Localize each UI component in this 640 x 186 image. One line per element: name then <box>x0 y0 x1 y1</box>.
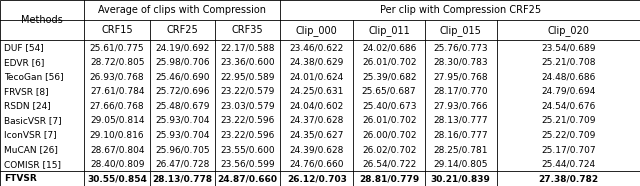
Text: 24.37/0.628: 24.37/0.628 <box>290 116 344 125</box>
Text: 24.01/0.624: 24.01/0.624 <box>290 72 344 81</box>
Text: MuCAN [26]: MuCAN [26] <box>4 145 58 154</box>
Text: 23.22/0.596: 23.22/0.596 <box>221 116 275 125</box>
Text: COMISR [15]: COMISR [15] <box>4 160 61 169</box>
Text: 25.39/0.682: 25.39/0.682 <box>362 72 417 81</box>
Text: 24.02/0.686: 24.02/0.686 <box>362 43 416 52</box>
Text: EDVR [6]: EDVR [6] <box>4 58 44 67</box>
Text: 23.56/0.599: 23.56/0.599 <box>220 160 275 169</box>
Text: 24.38/0.629: 24.38/0.629 <box>290 58 344 67</box>
Text: 23.55/0.600: 23.55/0.600 <box>220 145 275 154</box>
Text: BasicVSR [7]: BasicVSR [7] <box>4 116 61 125</box>
Text: 28.67/0.804: 28.67/0.804 <box>90 145 145 154</box>
Text: 23.03/0.579: 23.03/0.579 <box>220 101 275 110</box>
Text: 24.04/0.602: 24.04/0.602 <box>290 101 344 110</box>
Text: 29.05/0.814: 29.05/0.814 <box>90 116 145 125</box>
Text: 29.10/0.816: 29.10/0.816 <box>90 131 145 140</box>
Text: IconVSR [7]: IconVSR [7] <box>4 131 56 140</box>
Text: Clip_020: Clip_020 <box>547 25 589 36</box>
Text: Per clip with Compression CRF25: Per clip with Compression CRF25 <box>380 5 541 15</box>
Text: 23.54/0.689: 23.54/0.689 <box>541 43 596 52</box>
Text: 25.72/0.696: 25.72/0.696 <box>155 87 210 96</box>
Text: 23.22/0.579: 23.22/0.579 <box>221 87 275 96</box>
Text: DUF [54]: DUF [54] <box>4 43 44 52</box>
Text: TecoGan [56]: TecoGan [56] <box>4 72 63 81</box>
Text: 28.25/0.781: 28.25/0.781 <box>433 145 488 154</box>
Text: 25.93/0.704: 25.93/0.704 <box>155 131 210 140</box>
Text: 25.61/0.775: 25.61/0.775 <box>90 43 145 52</box>
Text: 28.17/0.770: 28.17/0.770 <box>433 87 488 96</box>
Text: 24.35/0.627: 24.35/0.627 <box>290 131 344 140</box>
Text: 25.93/0.704: 25.93/0.704 <box>155 116 210 125</box>
Text: 28.16/0.777: 28.16/0.777 <box>433 131 488 140</box>
Text: 23.22/0.596: 23.22/0.596 <box>221 131 275 140</box>
Text: 27.61/0.784: 27.61/0.784 <box>90 87 145 96</box>
Text: CRF25: CRF25 <box>166 25 198 35</box>
Text: FRVSR [8]: FRVSR [8] <box>4 87 49 96</box>
Text: 25.76/0.773: 25.76/0.773 <box>433 43 488 52</box>
Text: 24.79/0.694: 24.79/0.694 <box>541 87 595 96</box>
Text: 30.21/0.839: 30.21/0.839 <box>431 174 491 183</box>
Text: 27.38/0.782: 27.38/0.782 <box>538 174 598 183</box>
Text: 25.40/0.673: 25.40/0.673 <box>362 101 417 110</box>
Text: 26.12/0.703: 26.12/0.703 <box>287 174 347 183</box>
Text: 25.21/0.708: 25.21/0.708 <box>541 58 596 67</box>
Text: 30.55/0.854: 30.55/0.854 <box>87 174 147 183</box>
Text: 24.19/0.692: 24.19/0.692 <box>156 43 209 52</box>
Text: 24.48/0.686: 24.48/0.686 <box>541 72 595 81</box>
Text: 27.66/0.768: 27.66/0.768 <box>90 101 145 110</box>
Text: 22.95/0.589: 22.95/0.589 <box>220 72 275 81</box>
Text: 24.54/0.676: 24.54/0.676 <box>541 101 595 110</box>
Text: 25.98/0.706: 25.98/0.706 <box>155 58 210 67</box>
Text: RSDN [24]: RSDN [24] <box>4 101 51 110</box>
Text: 24.25/0.631: 24.25/0.631 <box>290 87 344 96</box>
Text: 27.93/0.766: 27.93/0.766 <box>433 101 488 110</box>
Text: 25.21/0.709: 25.21/0.709 <box>541 116 596 125</box>
Text: 25.96/0.705: 25.96/0.705 <box>155 145 210 154</box>
Text: CRF15: CRF15 <box>101 25 133 35</box>
Text: Clip_015: Clip_015 <box>440 25 482 36</box>
Text: 29.14/0.805: 29.14/0.805 <box>433 160 488 169</box>
Text: 28.40/0.809: 28.40/0.809 <box>90 160 145 169</box>
Text: 28.81/0.779: 28.81/0.779 <box>359 174 419 183</box>
Text: 26.54/0.722: 26.54/0.722 <box>362 160 416 169</box>
Text: 25.48/0.679: 25.48/0.679 <box>155 101 210 110</box>
Text: 22.17/0.588: 22.17/0.588 <box>220 43 275 52</box>
Text: 25.22/0.709: 25.22/0.709 <box>541 131 595 140</box>
Text: 23.36/0.600: 23.36/0.600 <box>220 58 275 67</box>
Text: 28.72/0.805: 28.72/0.805 <box>90 58 145 67</box>
Text: 28.13/0.777: 28.13/0.777 <box>433 116 488 125</box>
Text: 27.95/0.768: 27.95/0.768 <box>433 72 488 81</box>
Text: 25.46/0.690: 25.46/0.690 <box>155 72 210 81</box>
Text: Clip_000: Clip_000 <box>296 25 338 36</box>
Text: FTVSR: FTVSR <box>4 174 36 183</box>
Text: Methods: Methods <box>21 15 63 25</box>
Text: 26.93/0.768: 26.93/0.768 <box>90 72 145 81</box>
Text: 24.39/0.628: 24.39/0.628 <box>290 145 344 154</box>
Text: 26.00/0.702: 26.00/0.702 <box>362 131 417 140</box>
Text: 26.47/0.728: 26.47/0.728 <box>156 160 209 169</box>
Text: 24.87/0.660: 24.87/0.660 <box>218 174 278 183</box>
Text: 26.01/0.702: 26.01/0.702 <box>362 58 417 67</box>
Text: 25.44/0.724: 25.44/0.724 <box>541 160 595 169</box>
Text: Average of clips with Compression: Average of clips with Compression <box>99 5 266 15</box>
Text: 26.01/0.702: 26.01/0.702 <box>362 116 417 125</box>
Text: 25.65/0.687: 25.65/0.687 <box>362 87 417 96</box>
Text: Clip_011: Clip_011 <box>368 25 410 36</box>
Text: 23.46/0.622: 23.46/0.622 <box>290 43 344 52</box>
Text: 28.13/0.778: 28.13/0.778 <box>152 174 212 183</box>
Text: 26.02/0.702: 26.02/0.702 <box>362 145 416 154</box>
Text: 25.17/0.707: 25.17/0.707 <box>541 145 596 154</box>
Text: 28.30/0.783: 28.30/0.783 <box>433 58 488 67</box>
Text: CRF35: CRF35 <box>232 25 264 35</box>
Text: 24.76/0.660: 24.76/0.660 <box>289 160 344 169</box>
